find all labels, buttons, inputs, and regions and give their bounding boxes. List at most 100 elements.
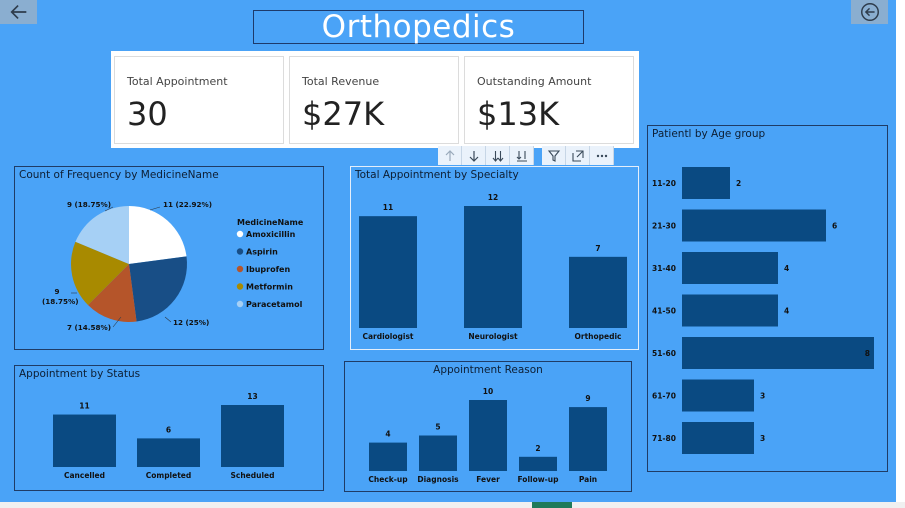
age-bar-chart: 11-20 2 21-30 6 31-40 4 41-50 4 51-60 8 61-70 3 71-8…	[652, 167, 874, 454]
bar-age-21-30[interactable]	[682, 209, 826, 242]
category-label: Cancelled	[64, 471, 105, 480]
back-arrow-icon	[9, 4, 26, 20]
bar-age-61-70[interactable]	[682, 379, 754, 412]
pie-slice-aspirin[interactable]	[129, 256, 187, 322]
kpi-label: Total Appointment	[127, 75, 228, 88]
data-label: 9	[585, 394, 590, 403]
bar-age-41-50[interactable]	[682, 294, 778, 327]
leader-line	[112, 316, 122, 328]
pie-slice-ibuprofen[interactable]	[87, 264, 137, 322]
bar-age-71-80[interactable]	[682, 422, 754, 454]
data-label: 10	[483, 387, 493, 396]
bar-orthopedic[interactable]	[569, 256, 627, 328]
reason-visual[interactable]: Appointment Reason 4 Check-up 5 Diagnosis 10…	[344, 361, 632, 492]
data-label: 7	[595, 244, 600, 253]
expand-hierarchy-icon	[516, 150, 527, 162]
category-label: Follow-up	[517, 475, 559, 484]
legend-marker	[236, 283, 244, 290]
pie-slice-amoxicillin[interactable]	[129, 206, 187, 264]
legend-marker	[236, 265, 244, 273]
bar-check-up[interactable]	[369, 442, 407, 471]
bar-diagnosis[interactable]	[419, 435, 457, 472]
bar-age-51-60[interactable]	[682, 337, 874, 369]
next-level-button[interactable]	[486, 146, 510, 165]
data-label: 11	[79, 402, 89, 411]
data-label: 9	[54, 287, 59, 296]
category-label: 21-30	[652, 222, 676, 231]
filter-button[interactable]	[542, 146, 566, 165]
category-label: 41-50	[652, 307, 676, 316]
pie-slice-metformin[interactable]	[71, 241, 129, 306]
legend-item-metformin[interactable]: Metformin	[246, 283, 293, 292]
bar-neurologist[interactable]	[464, 206, 522, 328]
bar-age-11-20[interactable]	[682, 167, 730, 199]
bar-cardiologist[interactable]	[359, 216, 417, 328]
data-label: 6	[832, 222, 837, 231]
focus-mode-icon	[571, 149, 584, 162]
data-label: 4	[784, 264, 789, 273]
data-label: 12	[488, 193, 498, 202]
kpi-card-total-revenue[interactable]: Total Revenue $27K	[289, 56, 459, 144]
category-label: Orthopedic	[575, 332, 622, 341]
back-circle-button[interactable]	[851, 0, 888, 24]
pie-slice-paracetamol[interactable]	[75, 206, 129, 264]
arrow-down-icon	[469, 150, 478, 162]
kpi-card-outstanding-amount[interactable]: Outstanding Amount $13K	[464, 56, 634, 144]
data-label: 5	[435, 423, 440, 432]
status-visual[interactable]: Appointment by Status 11 Cancelled 6 Comple…	[14, 365, 324, 491]
age-group-visual[interactable]: Patientl by Age group 11-20 2 21-30 6 31-40 4…	[647, 125, 888, 472]
medicine-frequency-visual[interactable]: Count of Frequency by MedicineName 11 (2…	[14, 166, 324, 350]
data-label: 4	[784, 307, 789, 316]
data-label: 4	[385, 430, 390, 439]
legend-marker	[236, 230, 244, 238]
kpi-card-total-appointment[interactable]: Total Appointment 30	[114, 56, 284, 144]
legend-marker	[236, 300, 244, 308]
kpi-value: $27K	[302, 95, 385, 133]
drill-up-button[interactable]	[438, 146, 462, 165]
reason-bar-chart: 4 Check-up 5 Diagnosis 10 Fever 2 Follow-up 9 Pai…	[368, 387, 607, 484]
leader-line	[164, 316, 172, 323]
data-label: 2	[736, 179, 741, 188]
category-label: Pain	[579, 475, 597, 484]
category-label: Cardiologist	[362, 332, 413, 341]
page-tabs-strip	[0, 502, 905, 508]
expand-hierarchy-button[interactable]	[510, 146, 534, 165]
bar-age-31-40[interactable]	[682, 252, 778, 284]
category-label: 71-80	[652, 434, 676, 443]
legend-item-ibuprofen[interactable]: Ibuprofen	[246, 265, 290, 274]
data-label: (18.75%)	[42, 297, 79, 306]
data-label: 11	[383, 203, 393, 212]
bar-fever[interactable]	[469, 400, 507, 471]
bar-scheduled[interactable]	[221, 405, 284, 467]
specialty-bar-chart: 11 Cardiologist 12 Neurologist 7 Orthopedic	[359, 193, 627, 341]
status-bar-chart: 11 Cancelled 6 Completed 13 Scheduled	[53, 392, 284, 480]
focus-mode-button[interactable]	[566, 146, 590, 165]
legend-marker	[236, 248, 244, 255]
category-label: 11-20	[652, 179, 676, 188]
visual-title: Appointment by Status	[19, 368, 141, 380]
legend-item-amoxicillin[interactable]: Amoxicillin	[246, 230, 296, 239]
category-label: Fever	[476, 475, 500, 484]
page-title-box: Orthopedics	[253, 9, 584, 45]
bar-follow-up[interactable]	[519, 456, 557, 471]
data-label: 8	[865, 349, 870, 358]
visual-title: Appointment Reason	[433, 364, 543, 376]
more-options-icon	[596, 154, 607, 157]
category-label: 51-60	[652, 349, 676, 358]
active-page-tab-indicator[interactable]	[532, 502, 572, 508]
bar-completed[interactable]	[137, 438, 200, 467]
category-label: Completed	[146, 471, 192, 480]
specialty-visual[interactable]: Total Appointment by Specialty 11 Cardiol…	[350, 166, 639, 350]
legend-item-aspirin[interactable]: Aspirin	[246, 248, 278, 257]
bar-pain[interactable]	[569, 407, 607, 471]
back-button[interactable]	[0, 0, 37, 24]
data-label: 7 (14.58%)	[67, 323, 111, 332]
drill-down-button[interactable]	[462, 146, 486, 165]
more-options-button[interactable]	[590, 146, 614, 165]
bar-cancelled[interactable]	[53, 414, 116, 467]
kpi-label: Total Revenue	[302, 75, 380, 88]
category-label: 31-40	[652, 264, 676, 273]
legend-item-paracetamol[interactable]: Paracetamol	[246, 300, 303, 309]
legend-title: MedicineName	[237, 218, 304, 227]
kpi-value: 30	[127, 95, 168, 133]
